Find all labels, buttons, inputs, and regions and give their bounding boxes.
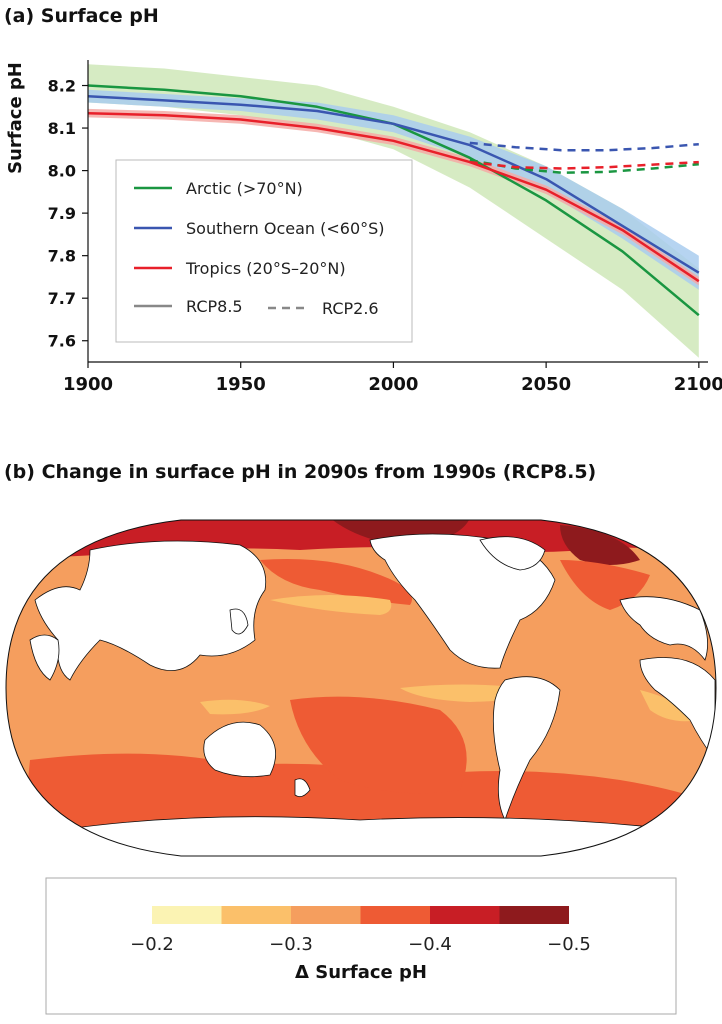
north-pacific-region: [260, 559, 412, 605]
colorbar-tick-3: −0.4: [408, 934, 452, 955]
y-tick-label: 7.7: [48, 289, 76, 308]
colorbar-box: [45, 877, 677, 1015]
legend-label-rcp85: RCP8.5: [186, 297, 243, 316]
subtropical-patch-1: [270, 595, 392, 615]
colorbar-bin: [152, 906, 222, 924]
north-atlantic-region: [560, 560, 650, 610]
line-tropics-20-s-20-n-rcp2-6: [469, 160, 699, 170]
y-tick-label: 7.9: [48, 204, 76, 223]
band-tropics-20-s-20-n: [88, 108, 699, 286]
line-arctic-70-n-rcp2-6: [469, 158, 699, 174]
europe-continent: [619, 596, 708, 661]
line-southern-ocean-60-s-rcp2-6: [469, 141, 699, 152]
colorbar-bin: [221, 906, 291, 924]
colorbar-bin: [360, 906, 430, 924]
x-tick-label: 1950: [216, 374, 266, 395]
australia-continent: [203, 721, 277, 778]
y-tick-label: 8.2: [48, 77, 76, 96]
panel-a-plot: 8.2 8.1 8.0 7.9 7.8 7.7 7.6 1900 1950 2000 2050 21…: [5, 60, 722, 395]
new-zealand-island: [294, 778, 311, 798]
x-tick-label: 2050: [521, 374, 571, 395]
panel-b-title: (b) Change in surface pH in 2090s from 1…: [4, 461, 596, 483]
colorbar-bin: [430, 906, 500, 924]
y-tick-label: 7.8: [48, 247, 76, 266]
x-tick-label: 1900: [63, 374, 113, 395]
japan-island: [229, 608, 249, 635]
greenland-sea-region: [560, 525, 640, 565]
tropical-patch-2: [200, 699, 270, 715]
legend-label-southern-ocean: Southern Ocean (<60°S): [186, 219, 385, 238]
colorbar-bin: [291, 906, 361, 924]
y-tick-label: 8.0: [48, 162, 76, 181]
legend-label-tropics: Tropics (20°S–20°N): [185, 259, 346, 278]
y-tick-label: 8.1: [48, 119, 76, 138]
y-tick-label: 7.6: [48, 332, 76, 351]
colorbar-bin: [499, 906, 569, 924]
series-lines: [88, 84, 700, 317]
legend: Arctic (>70°N) Southern Ocean (<60°S) Tr…: [115, 159, 413, 343]
line-southern-ocean-60-s-rcp8-5: [88, 94, 700, 274]
world-map: [5, 519, 717, 857]
africa-continent: [639, 657, 716, 762]
y-axis-title: Surface pH: [5, 62, 26, 174]
map-outline: [5, 519, 717, 857]
asia-continent: [34, 540, 267, 681]
line-tropics-20-s-20-n-rcp8-5: [88, 111, 700, 283]
arabia-continent: [29, 634, 60, 681]
colorbar-tick-4: −0.5: [547, 934, 591, 955]
colorbar-tick-1: −0.2: [130, 934, 174, 955]
x-ticks: 1900 1950 2000 2050 2100: [63, 362, 722, 395]
legend-label-rcp26: RCP2.6: [322, 299, 379, 318]
legend-box: [115, 159, 413, 343]
panel-a-title: (a) Surface pH: [4, 5, 159, 27]
continents: [29, 533, 716, 856]
y-ticks: 8.2 8.1 8.0 7.9 7.8 7.7 7.6: [48, 77, 88, 351]
legend-label-arctic: Arctic (>70°N): [186, 179, 303, 198]
colorbar-title: Δ Surface pH: [295, 962, 427, 983]
colorbar: −0.2 −0.3 −0.4 −0.5 Δ Surface pH: [45, 877, 677, 1015]
band-southern-ocean-60-s: [88, 89, 699, 290]
x-tick-label: 2100: [674, 374, 722, 395]
colorbar-bins: [152, 906, 569, 924]
antarctica-continent: [39, 816, 701, 856]
greenland-continent: [479, 536, 546, 571]
x-tick-label: 2000: [368, 374, 418, 395]
south-pacific-region: [290, 696, 467, 794]
colorbar-tick-2: −0.3: [269, 934, 313, 955]
